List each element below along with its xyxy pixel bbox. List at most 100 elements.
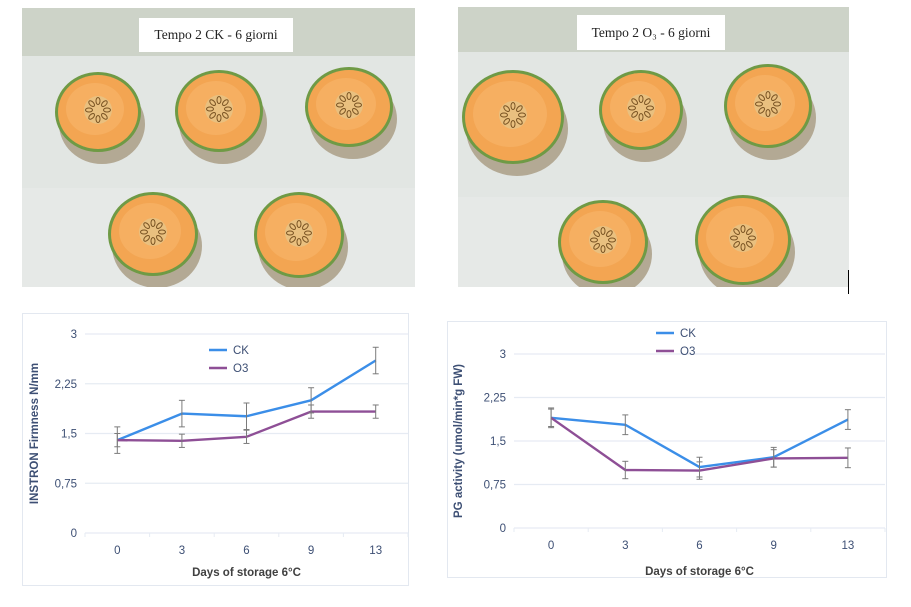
- firmness-chart: 0 0,75 1,5 2,25 3 0 3 6 9 13 Days of storage 6°C IN…: [22, 313, 409, 586]
- melon-seed: [143, 222, 150, 229]
- melon-seed: [773, 101, 781, 107]
- melon-seed: [740, 225, 746, 233]
- melon-core: [627, 94, 655, 122]
- y-axis-label: INSTRON Firmness N/mm: [29, 363, 41, 504]
- error-bar-o3: [308, 404, 315, 419]
- x-axis-label: Days of storage 6°C: [645, 566, 754, 578]
- melon-seed: [740, 243, 746, 251]
- x-tick-label: 6: [696, 540, 702, 552]
- error-bar-o3: [548, 408, 555, 427]
- x-tick-label: 6: [243, 545, 249, 557]
- error-bar-o3: [372, 404, 379, 419]
- x-axis-label: Days of storage 6°C: [192, 567, 301, 579]
- melon-seed: [500, 112, 508, 118]
- melon-seed: [302, 223, 309, 230]
- melon-seed: [143, 235, 150, 242]
- error-bar-o3: [770, 449, 777, 468]
- melon-core: [139, 218, 167, 246]
- melon-seed: [296, 238, 302, 246]
- melon-core: [589, 226, 617, 254]
- melon-seed: [352, 108, 359, 115]
- x-tick-label: 0: [114, 545, 120, 557]
- melon-seed: [644, 98, 651, 105]
- melon-seed: [503, 118, 510, 125]
- x-tick-label: 13: [842, 540, 855, 552]
- melon-seed: [289, 236, 296, 243]
- melon-core: [754, 90, 782, 118]
- photo-ck: Tempo 2 CK - 6 giorni: [22, 8, 415, 287]
- y-axis-label: PG activity (umol/min*g FW): [453, 364, 465, 518]
- melon-seed: [606, 230, 613, 237]
- melon-seed: [730, 235, 738, 241]
- melon-seed: [646, 105, 654, 111]
- melon-seed: [771, 107, 778, 114]
- melon-seed: [339, 108, 346, 115]
- melon-seed: [150, 237, 156, 245]
- y-tick-label: 3: [500, 349, 506, 361]
- melon-slice: [724, 64, 816, 160]
- photo-label-o3: Tempo 2 O₃ - 6 giorni: [577, 15, 725, 50]
- melon-seed: [600, 245, 606, 253]
- legend-label-ck: CK: [680, 328, 696, 340]
- melon-photo-ck: [22, 8, 415, 287]
- legend-label-o3: O3: [680, 346, 695, 358]
- melon-seed: [748, 235, 756, 241]
- y-tick-label: 0: [71, 528, 77, 540]
- melon-seed: [600, 227, 606, 235]
- melon-seed: [339, 95, 346, 102]
- melon-core: [285, 219, 313, 247]
- y-tick-label: 1,5: [490, 436, 506, 448]
- melon-core: [335, 91, 363, 119]
- error-bar-ck: [243, 402, 250, 431]
- legend-label-ck: CK: [233, 345, 249, 357]
- y-tick-label: 0,75: [55, 478, 77, 490]
- firmness-chart-svg: 0 0,75 1,5 2,25 3 0 3 6 9 13 Days of storage 6°C IN…: [29, 329, 409, 579]
- melon-seed: [518, 112, 526, 118]
- melon-slice: [175, 70, 267, 164]
- x-tick-label: 0: [548, 540, 554, 552]
- melon-seed: [628, 105, 636, 111]
- error-bar-o3: [696, 461, 703, 480]
- melon-seed: [516, 118, 523, 125]
- melon-seed: [216, 96, 222, 104]
- pg-activity-chart: 0 0,75 1,5 2,25 3 0 3 6 9 13 Days of storage 6°C PG…: [447, 321, 887, 578]
- melon-core: [84, 96, 112, 124]
- melon-seed: [224, 106, 232, 112]
- melon-seed: [638, 95, 644, 103]
- melon-seed: [209, 99, 216, 106]
- melon-seed: [140, 229, 148, 235]
- melon-seed: [606, 243, 613, 250]
- error-bar-ck: [622, 414, 629, 436]
- melon-seed: [101, 113, 108, 120]
- melon-seed: [216, 114, 222, 122]
- melon-seed: [765, 91, 771, 99]
- melon-seed: [88, 100, 95, 107]
- melon-slice: [55, 72, 145, 164]
- pg-activity-chart-svg: 0 0,75 1,5 2,25 3 0 3 6 9 13 Days of storage 6°C PG…: [453, 328, 886, 578]
- error-bar-o3: [114, 433, 121, 448]
- melon-seed: [352, 95, 359, 102]
- melon-slice: [462, 70, 568, 176]
- melon-seed: [156, 235, 163, 242]
- melon-seed: [758, 94, 765, 101]
- melon-seed: [286, 230, 294, 236]
- error-bar-o3: [844, 447, 851, 469]
- y-tick-label: 3: [71, 329, 77, 341]
- melon-slice: [558, 200, 652, 287]
- error-bar-ck: [372, 346, 379, 375]
- error-bar-o3: [178, 433, 185, 448]
- melon-slice: [695, 195, 795, 287]
- y-tick-label: 2,25: [484, 393, 506, 405]
- melon-seed: [206, 106, 214, 112]
- melon-slice: [305, 67, 397, 159]
- melon-seed: [733, 228, 740, 235]
- melon-seed: [644, 111, 651, 118]
- melon-seed: [516, 105, 523, 112]
- melon-seed: [95, 97, 101, 105]
- melon-seed: [88, 113, 95, 120]
- melon-seed: [631, 98, 638, 105]
- x-tick-label: 3: [622, 540, 628, 552]
- melon-seed: [765, 109, 771, 117]
- melon-seed: [222, 99, 229, 106]
- melon-seed: [771, 94, 778, 101]
